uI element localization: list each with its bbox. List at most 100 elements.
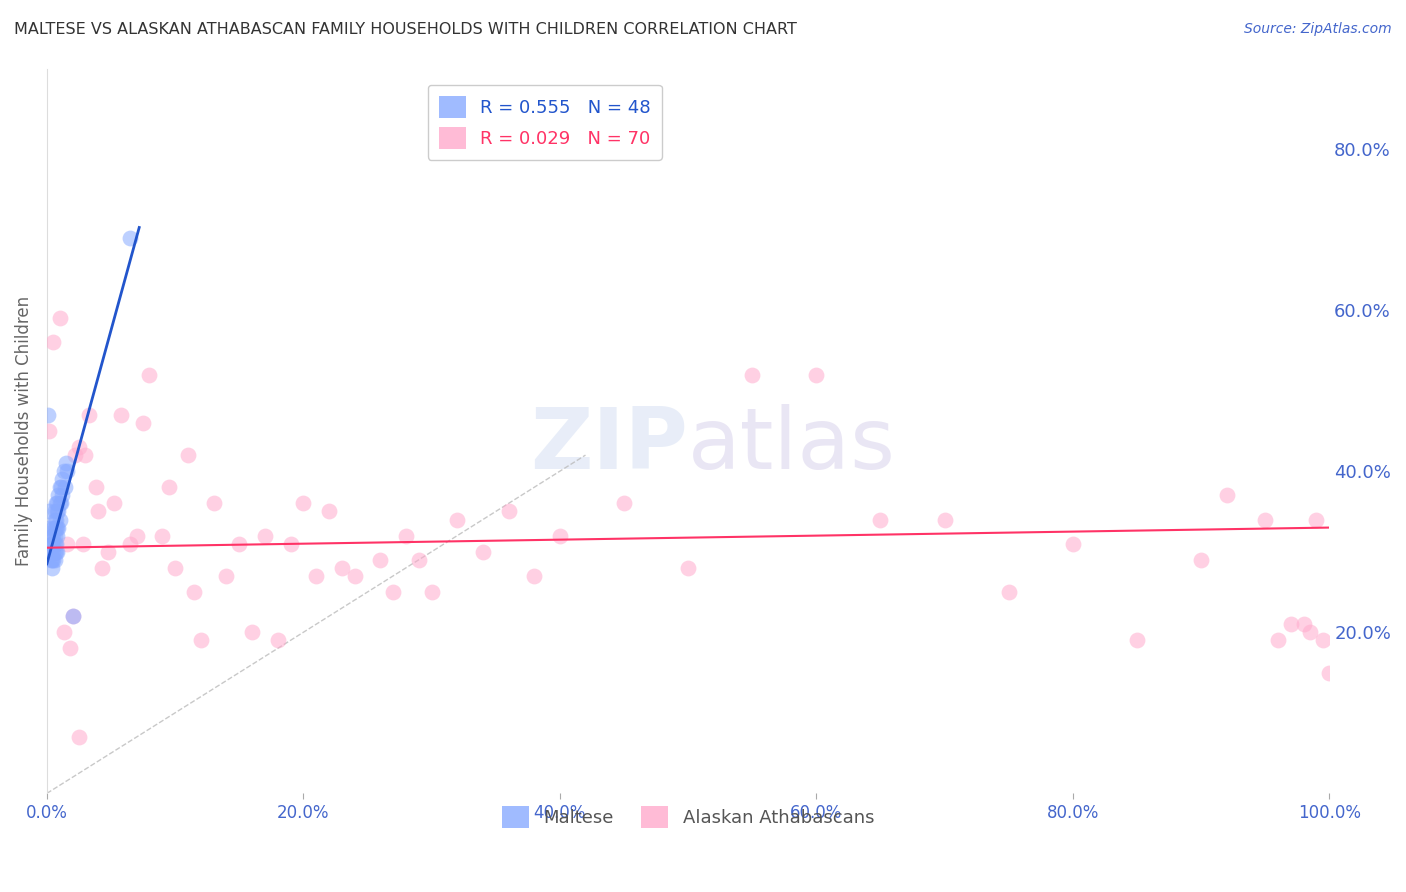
Point (1062, 537, 1084, 551)
Point (41, 528, 63, 542)
Point (228, 537, 250, 551)
Point (37, 408, 59, 422)
Point (368, 553, 391, 567)
Point (42, 553, 65, 567)
Point (42, 537, 65, 551)
Point (183, 585, 205, 599)
Point (48, 488, 70, 502)
Point (408, 553, 430, 567)
Point (52, 625, 75, 640)
Point (53, 480, 76, 494)
Point (215, 569, 238, 583)
Point (138, 368, 160, 382)
Point (1189, 553, 1212, 567)
Point (67, 440, 90, 454)
Point (45, 512, 67, 526)
Point (48, 520, 70, 534)
Point (39, 545, 62, 559)
Point (165, 561, 187, 575)
Point (150, 528, 173, 542)
Point (75, 448, 97, 462)
Point (120, 537, 142, 551)
Text: atlas: atlas (688, 404, 896, 487)
Point (38, 424, 60, 438)
Point (52, 464, 75, 478)
Point (46, 496, 69, 510)
Point (420, 585, 443, 599)
Point (934, 512, 956, 526)
Point (471, 545, 494, 559)
Point (45, 545, 67, 559)
Point (1292, 617, 1315, 632)
Point (41, 561, 63, 575)
Point (48, 311, 70, 326)
Point (44, 553, 66, 567)
Point (46, 528, 69, 542)
Point (1279, 617, 1302, 632)
Point (1312, 633, 1334, 648)
Point (84, 480, 107, 494)
Point (806, 368, 828, 382)
Point (1215, 488, 1237, 502)
Point (62, 609, 84, 624)
Point (48, 512, 70, 526)
Point (48, 480, 70, 494)
Text: Source: ZipAtlas.com: Source: ZipAtlas.com (1244, 22, 1392, 37)
Text: MALTESE VS ALASKAN ATHABASCAN FAMILY HOUSEHOLDS WITH CHILDREN CORRELATION CHART: MALTESE VS ALASKAN ATHABASCAN FAMILY HOU… (14, 22, 797, 37)
Point (41, 553, 63, 567)
Point (39, 553, 62, 567)
Point (38, 504, 60, 518)
Point (44, 504, 66, 518)
Point (280, 537, 302, 551)
Point (49, 480, 72, 494)
Point (44, 520, 66, 534)
Y-axis label: Family Households with Children: Family Households with Children (15, 296, 32, 566)
Point (1299, 625, 1322, 640)
Point (676, 561, 699, 575)
Point (110, 408, 132, 422)
Point (48, 504, 70, 518)
Point (498, 504, 520, 518)
Point (318, 504, 340, 518)
Point (51, 488, 73, 502)
Point (1126, 633, 1149, 648)
Point (44, 528, 66, 542)
Point (87, 504, 110, 518)
Point (1267, 633, 1289, 648)
Point (44, 512, 66, 526)
Point (59, 641, 82, 656)
Point (56, 537, 79, 551)
Point (56, 464, 79, 478)
Point (67, 730, 90, 744)
Point (292, 496, 315, 510)
Point (46, 520, 69, 534)
Point (91, 561, 114, 575)
Point (267, 633, 290, 648)
Point (45, 537, 67, 551)
Point (46, 504, 69, 518)
Point (869, 512, 891, 526)
Point (41, 537, 63, 551)
Point (42, 528, 65, 542)
Point (44, 545, 66, 559)
Point (42, 335, 65, 350)
Point (343, 569, 366, 583)
Point (125, 528, 148, 542)
Point (49, 496, 72, 510)
Point (157, 480, 180, 494)
Point (240, 625, 263, 640)
Point (45, 520, 67, 534)
Point (72, 537, 94, 551)
Point (177, 448, 200, 462)
Point (997, 585, 1019, 599)
Point (132, 416, 155, 430)
Point (46, 545, 69, 559)
Point (305, 569, 328, 583)
Point (1305, 512, 1327, 526)
Point (548, 528, 571, 542)
Point (103, 496, 125, 510)
Text: ZIP: ZIP (530, 404, 688, 487)
Point (1317, 665, 1340, 680)
Point (63, 448, 86, 462)
Point (55, 456, 77, 470)
